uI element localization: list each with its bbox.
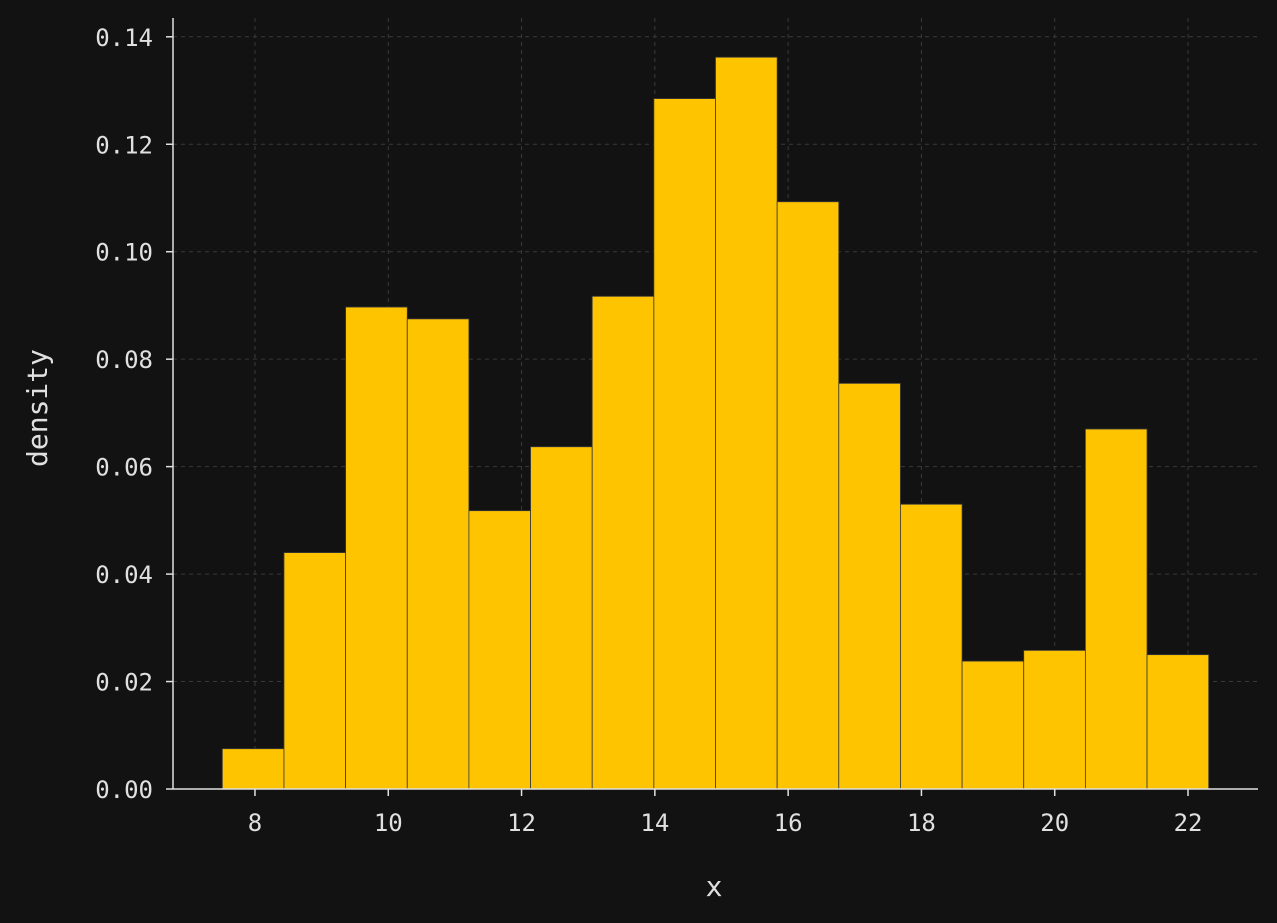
y-tick-label: 0.14 (95, 24, 153, 52)
y-tick-label: 0.02 (95, 669, 153, 697)
histogram-bar (653, 98, 716, 790)
x-tick-label: 10 (374, 809, 403, 837)
histogram-bar (221, 748, 285, 790)
histogram-bar (900, 503, 963, 790)
axes (166, 18, 1258, 796)
x-tick-label: 8 (248, 809, 262, 837)
x-tick-label: 20 (1040, 809, 1069, 837)
x-tick-label: 16 (774, 809, 803, 837)
tick-labels: 8 10 12 14 16 18 20 22 0.00 0.02 0.04 0.06 0.08 0.10 0… (95, 24, 1202, 837)
histogram-bar (838, 382, 901, 790)
x-tick-label: 18 (907, 809, 936, 837)
x-tick-label: 12 (507, 809, 536, 837)
histogram-bar (715, 56, 778, 790)
histogram-bar (530, 446, 593, 790)
histogram-bar (468, 510, 531, 790)
y-tick-label: 0.00 (95, 776, 153, 804)
histogram-bar (1084, 428, 1148, 790)
y-tick-label: 0.10 (95, 239, 153, 267)
x-tick-label: 14 (640, 809, 669, 837)
x-tick-label: 22 (1174, 809, 1203, 837)
y-tick-label: 0.04 (95, 561, 153, 589)
histogram-bars (221, 56, 1210, 790)
y-axis-title: density (21, 349, 54, 467)
histogram-bar (1023, 649, 1086, 790)
x-axis-title: x (706, 870, 723, 903)
histogram-bar (591, 295, 655, 790)
y-tick-label: 0.08 (95, 346, 153, 374)
histogram-bar (961, 660, 1025, 790)
y-tick-label: 0.06 (95, 454, 153, 482)
y-tick-label: 0.12 (95, 131, 153, 159)
histogram-bar (283, 552, 347, 790)
histogram-bar (1146, 654, 1210, 790)
histogram-bar (406, 318, 470, 790)
histogram-bar (345, 306, 408, 790)
histogram-bar (776, 201, 840, 790)
